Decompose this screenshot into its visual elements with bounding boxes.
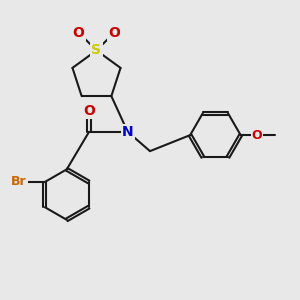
Text: O: O — [83, 104, 95, 118]
Text: S: S — [92, 44, 101, 57]
Text: N: N — [122, 125, 134, 139]
Text: O: O — [108, 26, 120, 40]
Text: Br: Br — [11, 176, 27, 188]
Text: O: O — [73, 26, 85, 40]
Text: O: O — [252, 129, 262, 142]
